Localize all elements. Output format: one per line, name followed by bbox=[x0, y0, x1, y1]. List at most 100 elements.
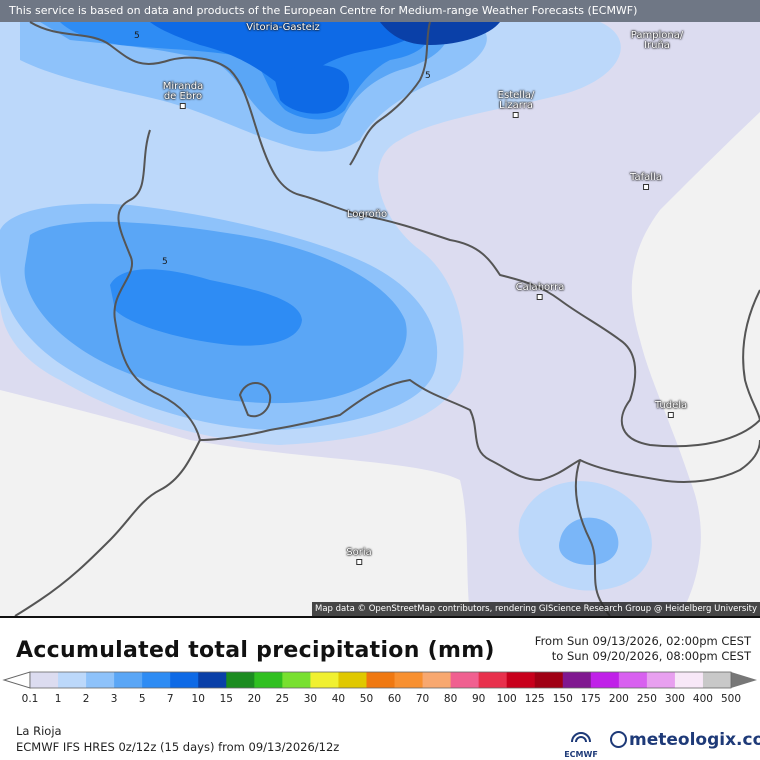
city-tafalla[interactable]: Tafalla bbox=[630, 173, 662, 190]
legend-swatch bbox=[674, 672, 704, 688]
ecmwf-logo-text: ECMWF bbox=[564, 750, 598, 759]
period-to: to Sun 09/20/2026, 08:00pm CEST bbox=[551, 649, 751, 663]
legend-swatch bbox=[198, 672, 227, 688]
legend-swatch bbox=[58, 672, 87, 688]
legend-tick-label: 15 bbox=[220, 693, 233, 705]
legend-tick-label: 10 bbox=[192, 693, 205, 705]
legend-swatch bbox=[366, 672, 396, 688]
legend-swatch bbox=[618, 672, 648, 688]
ecmwf-logo[interactable]: ECMWF bbox=[556, 728, 606, 759]
city-marker bbox=[513, 112, 519, 118]
city-marker bbox=[537, 294, 543, 300]
legend-swatch bbox=[506, 672, 536, 688]
legend-swatch bbox=[254, 672, 283, 688]
legend-tick-label: 500 bbox=[721, 693, 741, 705]
isoline-label: 5 bbox=[134, 31, 140, 41]
legend-tick-label: 125 bbox=[525, 693, 545, 705]
isoline-label: 5 bbox=[425, 71, 431, 81]
city-label: Calahorra bbox=[515, 282, 565, 293]
city-logrono[interactable]: Logroño bbox=[347, 210, 387, 220]
legend-tick-label: 80 bbox=[444, 693, 457, 705]
city-miranda-de-ebro[interactable]: Miranda de Ebro bbox=[163, 82, 203, 109]
precipitation-map[interactable]: This service is based on data and produc… bbox=[0, 0, 760, 616]
city-marker bbox=[180, 103, 186, 109]
legend-swatch bbox=[170, 672, 199, 688]
legend-tick-label: 400 bbox=[693, 693, 713, 705]
legend-swatch bbox=[30, 672, 59, 688]
legend-swatch bbox=[422, 672, 452, 688]
precipitation-field bbox=[0, 0, 760, 616]
legend-tick-label: 150 bbox=[553, 693, 573, 705]
legend-tick-label: 90 bbox=[472, 693, 485, 705]
city-pamplona[interactable]: Pamplona/ Iruña bbox=[631, 31, 684, 51]
legend-tick-label: 40 bbox=[332, 693, 345, 705]
city-marker bbox=[642, 184, 649, 190]
legend-tick-label: 250 bbox=[637, 693, 657, 705]
legend-swatch bbox=[282, 672, 311, 688]
city-label: Miranda de Ebro bbox=[162, 81, 204, 102]
city-label: Logroño bbox=[346, 209, 388, 220]
legend-swatch bbox=[142, 672, 171, 688]
legend-tick-label: 50 bbox=[360, 693, 373, 705]
legend-arrow-left bbox=[2, 671, 31, 689]
legend-swatch bbox=[114, 672, 143, 688]
legend-tick-label: 200 bbox=[609, 693, 629, 705]
city-label: Tudela bbox=[654, 400, 688, 411]
legend-swatch bbox=[394, 672, 424, 688]
chart-title: Accumulated total precipitation (mm) bbox=[16, 638, 495, 663]
legend-bar: 0.1 1 2 3 5 7 10 15 20 25 30 40 50 60 70 80 90 100 125 150 1… bbox=[2, 671, 757, 705]
city-label: Tafalla bbox=[630, 172, 662, 183]
legend-arrow-right bbox=[731, 672, 757, 688]
map-frame-border bbox=[0, 616, 760, 618]
legend-tick-label: 100 bbox=[497, 693, 517, 705]
legend-swatch bbox=[646, 672, 676, 688]
legend-tick-label: 2 bbox=[83, 693, 90, 705]
legend-swatch bbox=[562, 672, 592, 688]
city-vitoria-gasteiz[interactable]: Vitoria-Gasteiz bbox=[246, 23, 320, 33]
city-label: Soria bbox=[346, 547, 372, 558]
city-marker bbox=[355, 559, 362, 565]
color-scale-legend: 0.1 1 2 3 5 7 10 15 20 25 30 40 50 60 70 80 90 100 125 150 1… bbox=[0, 668, 760, 716]
city-label: Pamplona/ Iruña bbox=[630, 30, 684, 51]
forecast-period: From Sun 09/13/2026, 02:00pm CEST to Sun… bbox=[535, 634, 751, 664]
legend-swatch bbox=[226, 672, 255, 688]
city-label: Estella/ Lizarra bbox=[497, 90, 535, 111]
legend-swatch bbox=[86, 672, 115, 688]
region-name: La Rioja bbox=[16, 724, 62, 738]
city-soria[interactable]: Soria bbox=[346, 547, 372, 565]
city-label: Vitoria-Gasteiz bbox=[246, 22, 320, 33]
legend-tick-label: 5 bbox=[139, 693, 146, 705]
legend-tick-label: 70 bbox=[416, 693, 429, 705]
legend-swatch bbox=[590, 672, 620, 688]
model-info: ECMWF IFS HRES 0z/12z (15 days) from 09/… bbox=[16, 740, 340, 754]
legend-tick-label: 3 bbox=[111, 693, 118, 705]
ecmwf-disclaimer: This service is based on data and produc… bbox=[0, 0, 760, 22]
legend-tick-label: 25 bbox=[276, 693, 289, 705]
legend-tick-label: 300 bbox=[665, 693, 685, 705]
city-tudela[interactable]: Tudela bbox=[655, 401, 687, 418]
legend-tick-label: 1 bbox=[55, 693, 62, 705]
legend-tick-label: 60 bbox=[388, 693, 401, 705]
legend-swatch bbox=[702, 672, 732, 688]
ecmwf-logo-icon bbox=[571, 732, 591, 743]
brand-text: meteologix.com bbox=[629, 730, 760, 750]
legend-tick-label: 20 bbox=[248, 693, 261, 705]
meteologix-brand[interactable]: meteologix.com bbox=[610, 730, 760, 750]
city-marker bbox=[668, 412, 674, 418]
legend-frame bbox=[29, 671, 732, 689]
legend-tick-label: 7 bbox=[167, 693, 174, 705]
legend-swatch bbox=[450, 672, 480, 688]
meteologix-logo-icon bbox=[610, 731, 627, 748]
city-calahorra[interactable]: Calahorra bbox=[515, 282, 565, 300]
legend-tick-label: 30 bbox=[304, 693, 317, 705]
legend-swatch bbox=[534, 672, 564, 688]
legend-tick-label: 175 bbox=[581, 693, 601, 705]
legend-swatch bbox=[478, 672, 508, 688]
map-attribution[interactable]: Map data © OpenStreetMap contributors, r… bbox=[312, 602, 760, 616]
isoline-label: 5 bbox=[162, 257, 168, 267]
legend-tick-label: 0.1 bbox=[22, 693, 39, 705]
legend-swatch bbox=[310, 672, 339, 688]
period-from: From Sun 09/13/2026, 02:00pm CEST bbox=[534, 634, 751, 648]
city-estella-lizarra[interactable]: Estella/ Lizarra bbox=[497, 90, 535, 118]
legend-swatch bbox=[338, 672, 367, 688]
